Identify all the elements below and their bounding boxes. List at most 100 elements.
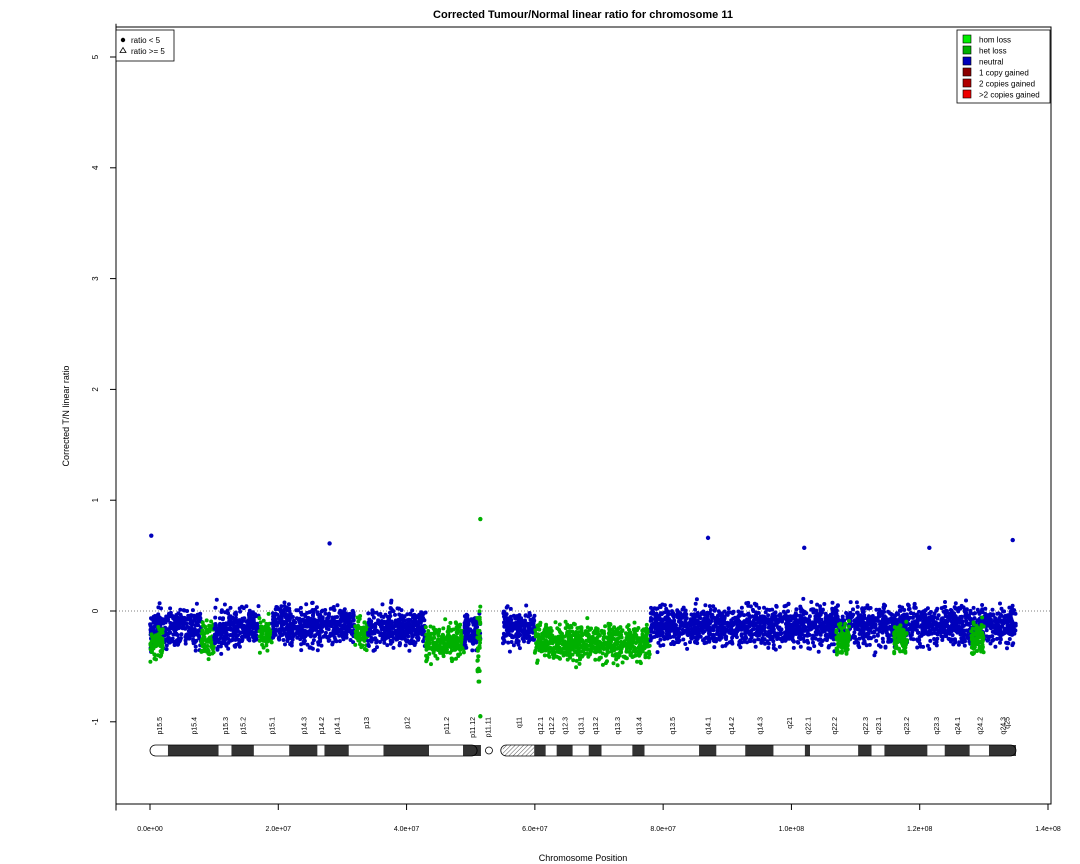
data-point: [635, 659, 639, 664]
data-point: [422, 629, 426, 634]
data-point: [983, 606, 988, 611]
data-point: [864, 634, 869, 639]
data-point: [919, 623, 924, 628]
data-point: [943, 614, 948, 619]
data-point: [148, 622, 153, 627]
data-point: [1010, 643, 1015, 648]
data-point: [320, 608, 325, 613]
data-point: [176, 620, 181, 625]
data-point: [956, 606, 961, 610]
data-point: [194, 629, 198, 634]
data-point: [615, 663, 620, 668]
data-point: [179, 632, 184, 637]
data-point: [302, 635, 307, 640]
data-point: [454, 656, 458, 661]
data-point: [226, 627, 231, 632]
data-point: [451, 638, 456, 643]
data-point: [213, 605, 218, 610]
data-point: [469, 617, 474, 622]
data-point: [819, 617, 824, 622]
data-point: [1005, 641, 1010, 646]
data-point: [372, 623, 377, 628]
data-point: [380, 602, 385, 607]
data-point: [240, 639, 244, 643]
data-point: [216, 632, 220, 637]
data-point: [862, 613, 867, 618]
data-point: [164, 632, 169, 637]
data-point: [384, 623, 389, 628]
data-point: [748, 638, 753, 643]
data-point: [442, 641, 446, 646]
data-point: [413, 640, 418, 645]
data-point: [158, 635, 163, 640]
data-point: [752, 639, 757, 644]
data-point: [654, 606, 659, 611]
data-point: [771, 624, 776, 629]
data-point: [840, 614, 845, 619]
data-point: [577, 661, 582, 666]
data-point: [168, 610, 173, 615]
data-point: [607, 634, 612, 639]
data-point: [631, 649, 636, 654]
data-point: [337, 633, 342, 638]
data-point: [986, 637, 991, 642]
data-point: [226, 640, 231, 645]
data-point: [536, 638, 541, 643]
data-point: [236, 633, 240, 638]
data-point: [909, 632, 914, 637]
data-point: [805, 631, 810, 636]
data-point: [318, 639, 323, 644]
data-point: [387, 610, 392, 615]
data-point: [633, 653, 638, 658]
data-point: [247, 619, 252, 624]
data-point: [355, 628, 360, 633]
data-point: [523, 618, 527, 623]
data-point: [468, 628, 473, 633]
data-point: [448, 634, 453, 639]
data-point: [423, 610, 428, 615]
data-point: [774, 620, 779, 625]
data-point: [763, 641, 767, 646]
data-point: [360, 643, 365, 648]
data-point: [628, 653, 633, 658]
data-point: [347, 619, 352, 624]
data-point: [683, 642, 688, 646]
data-point: [646, 655, 651, 660]
data-point: [344, 625, 349, 630]
data-point: [593, 650, 598, 655]
data-point: [517, 615, 522, 620]
data-point: [251, 618, 256, 623]
data-point: [157, 601, 162, 606]
data-point: [598, 649, 602, 654]
data-point: [368, 638, 373, 643]
data-point: [213, 623, 218, 628]
data-point: [262, 624, 267, 629]
data-point: [712, 608, 717, 613]
data-point: [470, 648, 475, 653]
data-point: [288, 612, 293, 617]
data-point: [151, 620, 156, 625]
data-point: [149, 625, 154, 630]
data-point: [547, 654, 552, 659]
data-point: [864, 643, 869, 648]
data-point: [155, 613, 160, 618]
data-point: [908, 611, 913, 615]
data-point: [531, 616, 536, 621]
data-point: [786, 602, 791, 607]
data-point: [881, 639, 886, 644]
data-point: [473, 626, 478, 631]
data-point: [994, 623, 999, 628]
data-point: [511, 621, 516, 626]
data-point: [532, 650, 537, 655]
data-point: [317, 635, 322, 640]
data-point: [511, 643, 516, 648]
data-point: [290, 615, 295, 619]
data-point: [765, 639, 770, 644]
data-point: [614, 627, 619, 632]
data-point: [285, 636, 290, 641]
data-point: [608, 640, 613, 645]
data-point: [753, 644, 758, 649]
data-point: [771, 646, 776, 651]
data-point: [679, 631, 684, 636]
data-point: [971, 605, 976, 610]
